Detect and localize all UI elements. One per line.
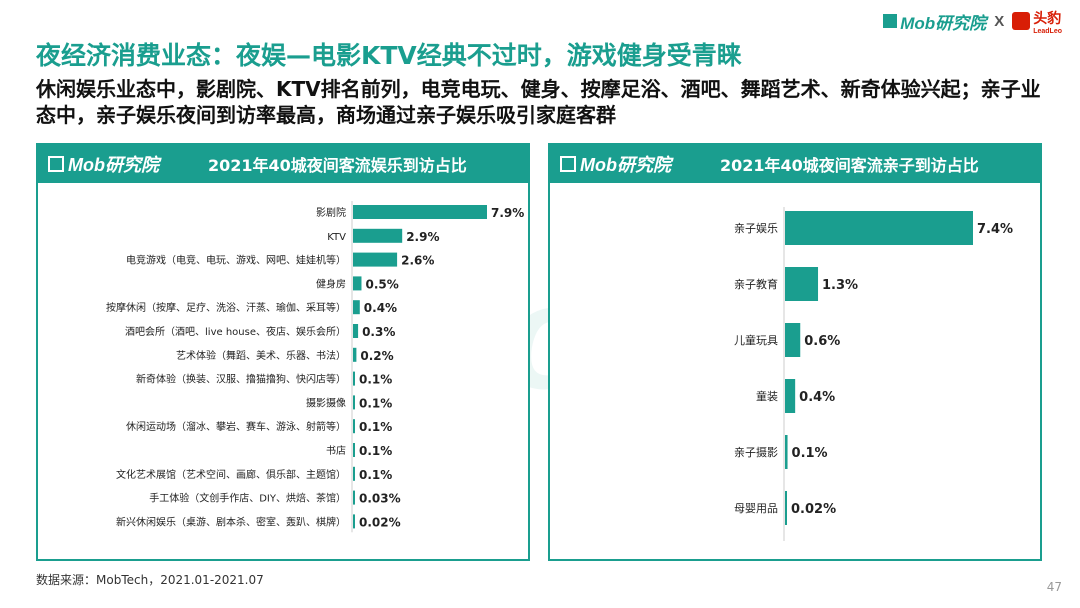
value-label: 0.1% xyxy=(359,468,392,482)
parent-child-bar-chart: 亲子娱乐 7.4% 亲子教育 1.3% 儿童玩具 0.6% 童装 0.4% 亲子摄影 0.1% 母婴… xyxy=(734,207,1013,541)
category-label: 新奇体验（换装、汉服、撸猫撸狗、快闪店等） xyxy=(136,373,346,386)
mob-logo-icon xyxy=(560,156,576,172)
bar xyxy=(353,252,398,267)
page-subtitle: 休闲娱乐业态中，影剧院、KTV排名前列，电竞电玩、健身、按摩足浴、酒吧、舞蹈艺术… xyxy=(36,77,1041,127)
value-label: 2.6% xyxy=(401,254,434,268)
bar xyxy=(353,300,360,315)
value-label: 0.02% xyxy=(791,502,836,517)
bar xyxy=(353,443,355,457)
page-number: 47 xyxy=(1046,580,1062,594)
toutiao-logo: 头豹 LeadLeo xyxy=(1012,8,1062,35)
category-label: 影剧院 xyxy=(316,206,346,219)
category-label: 新兴休闲娱乐（桌游、剧本杀、密室、轰趴、棋牌） xyxy=(116,515,346,528)
chart-title: 2021年40城夜间客流娱乐到访占比 xyxy=(208,156,467,175)
mob-logo-icon xyxy=(48,156,64,172)
value-label: 0.4% xyxy=(364,301,397,315)
value-label: 0.03% xyxy=(359,492,401,506)
bar xyxy=(353,324,359,338)
brand-separator: X xyxy=(994,12,1005,30)
bar xyxy=(785,211,973,245)
value-label: 0.3% xyxy=(362,325,395,339)
value-label: 0.1% xyxy=(792,446,828,461)
entertainment-bar-chart: 影剧院 7.9% KTV 2.9% 电竞游戏（电竞、电玩、游戏、网吧、娃娃机等） 2.6%… xyxy=(106,201,524,533)
category-label: 亲子娱乐 xyxy=(734,221,778,235)
value-label: 0.5% xyxy=(365,277,398,291)
bar xyxy=(353,276,362,291)
panel-logo-text: Mob研究院 xyxy=(68,155,159,175)
brand-logos: Mob研究院 X 头豹 LeadLeo xyxy=(883,8,1062,35)
value-label: 0.1% xyxy=(359,396,392,410)
category-label: 童装 xyxy=(756,389,778,403)
parent-child-chart-panel: Mob研究院 2021年40城夜间客流亲子到访占比 亲子娱乐 7.4% 亲子教育 1.… xyxy=(548,143,1042,561)
panel-logo: Mob研究院 xyxy=(48,151,208,177)
category-label: 按摩休闲（按摩、足疗、洗浴、汗蒸、瑜伽、采耳等） xyxy=(106,301,346,314)
toutiao-logo-text: 头豹 xyxy=(1033,9,1062,26)
category-label: KTV xyxy=(327,232,346,243)
bar xyxy=(785,491,787,525)
value-label: 0.1% xyxy=(359,373,392,387)
bar xyxy=(353,395,355,410)
toutiao-logo-icon xyxy=(1012,12,1031,30)
bar xyxy=(785,323,801,357)
bar xyxy=(353,205,487,219)
value-label: 1.3% xyxy=(822,278,858,293)
bar xyxy=(353,514,355,529)
category-label: 健身房 xyxy=(316,277,346,290)
panel-header: Mob研究院 2021年40城夜间客流亲子到访占比 xyxy=(550,145,1040,183)
value-label: 7.9% xyxy=(491,206,524,220)
category-label: 艺术体验（舞蹈、美术、乐器、书法） xyxy=(176,349,346,362)
bar xyxy=(353,371,355,386)
bar xyxy=(785,379,796,413)
bar xyxy=(353,466,355,481)
panel-logo-text: Mob研究院 xyxy=(580,155,671,175)
bar xyxy=(785,435,788,469)
category-label: 母婴用品 xyxy=(734,502,778,515)
category-label: 书店 xyxy=(326,444,346,457)
mob-logo-text: Mob研究院 xyxy=(900,13,987,33)
bar xyxy=(353,490,355,505)
value-label: 0.4% xyxy=(799,390,835,405)
toutiao-logo-subtext: LeadLeo xyxy=(1033,27,1062,35)
panel-header: Mob研究院 2021年40城夜间客流娱乐到访占比 xyxy=(38,145,528,183)
bar xyxy=(353,347,357,362)
mob-logo: Mob研究院 xyxy=(883,9,986,34)
panel-logo: Mob研究院 xyxy=(560,151,720,177)
bar xyxy=(785,267,819,301)
value-label: 0.1% xyxy=(359,420,392,434)
value-label: 7.4% xyxy=(977,222,1013,237)
bar xyxy=(353,228,403,243)
category-label: 手工体验（文创手作店、DIY、烘焙、茶馆） xyxy=(149,492,346,505)
data-source: 数据来源：MobTech，2021.01-2021.07 xyxy=(36,573,264,587)
value-label: 2.9% xyxy=(406,230,439,244)
category-label: 亲子摄影 xyxy=(734,445,778,459)
mob-logo-icon xyxy=(883,14,898,28)
category-label: 酒吧会所（酒吧、live house、夜店、娱乐会所） xyxy=(125,325,346,338)
category-label: 电竞游戏（电竞、电玩、游戏、网吧、娃娃机等） xyxy=(126,254,346,267)
value-label: 0.6% xyxy=(804,334,840,349)
value-label: 0.2% xyxy=(360,349,393,363)
category-label: 儿童玩具 xyxy=(734,333,778,347)
category-label: 亲子教育 xyxy=(734,277,778,291)
bar xyxy=(353,419,355,434)
value-label: 0.02% xyxy=(359,515,401,529)
category-label: 休闲运动场（溜冰、攀岩、赛车、游泳、射箭等） xyxy=(126,420,346,433)
category-label: 文化艺术展馆（艺术空间、画廊、俱乐部、主题馆） xyxy=(116,468,346,481)
category-label: 摄影摄像 xyxy=(306,396,346,409)
value-label: 0.1% xyxy=(359,444,392,458)
chart-title: 2021年40城夜间客流亲子到访占比 xyxy=(720,156,979,175)
page-title: 夜经济消费业态：夜娱—电影KTV经典不过时，游戏健身受青睐 xyxy=(36,41,742,70)
entertainment-chart-panel: Mob研究院 2021年40城夜间客流娱乐到访占比 影剧院 7.9% KTV 2.9%… xyxy=(36,143,530,561)
